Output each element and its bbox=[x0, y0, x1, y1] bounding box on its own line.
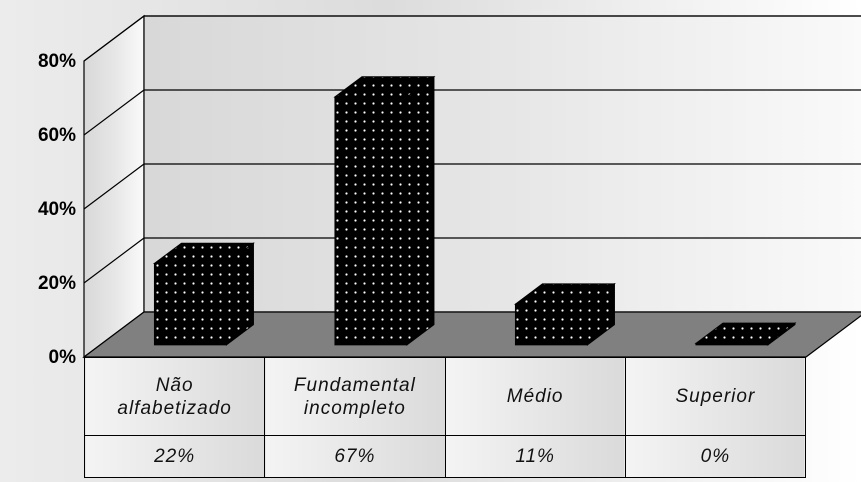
bar bbox=[152, 242, 255, 346]
gridline bbox=[83, 163, 861, 210]
value-row: 22% 67% 11% 0% bbox=[83, 435, 807, 478]
data-label: 0% bbox=[624, 435, 807, 478]
category-row: Não alfabetizado Fundamental incompleto Médi… bbox=[83, 357, 807, 436]
data-label: 67% bbox=[264, 435, 446, 478]
y-tick-label: 0% bbox=[49, 347, 77, 368]
gridlines bbox=[83, 15, 861, 284]
gridline bbox=[83, 237, 861, 284]
data-table: Não alfabetizado Fundamental incompleto Médi… bbox=[83, 357, 807, 478]
gridline bbox=[83, 89, 861, 136]
category-label: Não alfabetizado bbox=[83, 357, 266, 436]
category-label: Fundamental incompleto bbox=[264, 357, 446, 436]
bar bbox=[513, 282, 616, 346]
y-tick-label: 20% bbox=[38, 273, 76, 294]
y-tick-label: 40% bbox=[38, 199, 76, 220]
bar bbox=[694, 322, 797, 346]
y-tick-label: 60% bbox=[38, 125, 76, 146]
gridline bbox=[83, 15, 861, 62]
bar bbox=[333, 75, 436, 346]
category-label: Superior bbox=[624, 357, 807, 436]
y-tick-label: 80% bbox=[38, 51, 76, 72]
bars bbox=[152, 75, 797, 346]
y-axis-ticks: 0% 20% 40% 60% 80% bbox=[38, 51, 76, 368]
data-label: 11% bbox=[444, 435, 626, 478]
data-label: 22% bbox=[83, 435, 266, 478]
category-label: Médio bbox=[444, 357, 626, 436]
